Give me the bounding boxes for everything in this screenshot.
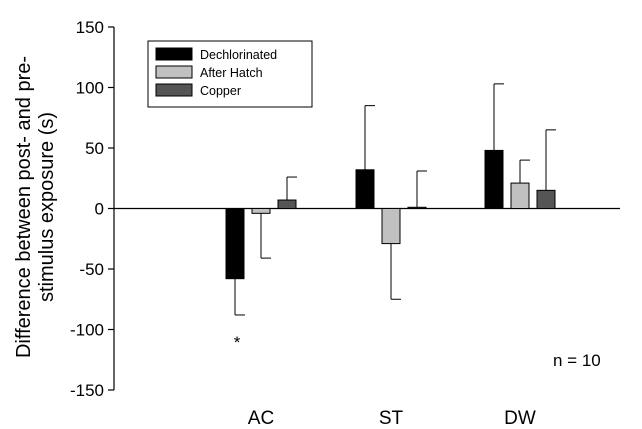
y-axis-title: Difference between post- and pre- stimul…: [13, 56, 58, 358]
bar: [510, 182, 530, 209]
bar: [355, 169, 375, 209]
annotations: * n = 10: [234, 333, 601, 370]
x-category-label: AC: [248, 408, 274, 429]
legend-label: Dechlorinated: [200, 48, 277, 62]
legend-swatch: [155, 47, 193, 61]
bar: [277, 199, 297, 209]
y-axis-title-line-2: stimulus exposure (s): [36, 112, 58, 302]
axes: -150 -100 -50 0 50 100 150 AC ST DW: [70, 18, 620, 429]
y-tick-label: -150: [70, 381, 104, 400]
significance-marker: *: [234, 333, 241, 352]
legend: Dechlorinated After Hatch Copper: [147, 40, 313, 108]
legend-label: Copper: [200, 84, 241, 98]
bar: [251, 208, 271, 214]
legend-swatch: [155, 65, 193, 79]
legend-swatch: [155, 83, 193, 97]
y-tick-label: 150: [76, 18, 104, 37]
bar: [381, 208, 401, 245]
y-tick-label: -100: [70, 321, 104, 340]
sample-size-label: n = 10: [553, 351, 601, 370]
y-tick-label: -50: [79, 260, 104, 279]
legend-label: After Hatch: [200, 66, 263, 80]
x-category-label: DW: [504, 408, 536, 429]
bar: [484, 149, 504, 209]
bar: [407, 206, 427, 209]
y-axis-title-line-1: Difference between post- and pre-: [13, 56, 35, 358]
bar: [225, 208, 245, 280]
bar: [536, 189, 556, 210]
bars: [225, 83, 556, 316]
y-tick-label: 0: [95, 200, 104, 219]
x-category-label: ST: [379, 408, 404, 429]
y-tick-label: 100: [76, 79, 104, 98]
y-tick-label: 50: [85, 139, 104, 158]
